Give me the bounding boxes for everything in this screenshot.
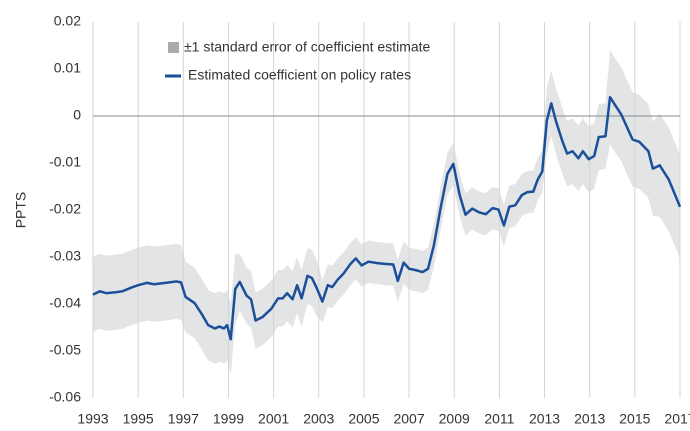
- error-band: [93, 50, 680, 375]
- x-tick-label: 1999: [213, 411, 244, 427]
- legend-label: Estimated coefficient on policy rates: [188, 67, 411, 83]
- y-tick-label: -0.02: [49, 201, 81, 217]
- x-tick-label: 2003: [303, 411, 334, 427]
- y-tick-label: -0.06: [49, 389, 81, 405]
- x-tick-label: 1993: [77, 411, 108, 427]
- x-tick-label: 2017: [664, 411, 690, 427]
- legend-swatch: [168, 42, 179, 53]
- y-tick-label: -0.01: [49, 154, 81, 170]
- x-tick-label: 2013: [529, 411, 560, 427]
- y-tick-label: -0.05: [49, 342, 81, 358]
- x-tick-label: 1995: [123, 411, 154, 427]
- x-tick-label: 2015: [619, 411, 650, 427]
- y-tick-label: -0.04: [49, 295, 81, 311]
- x-tick-label: 1997: [168, 411, 199, 427]
- y-tick-label: 0.02: [54, 13, 81, 29]
- y-tick-label: 0: [73, 107, 81, 123]
- legend-label: ±1 standard error of coefficient estimat…: [184, 39, 431, 55]
- y-tick-label: -0.03: [49, 248, 81, 264]
- x-tick-label: 2009: [439, 411, 470, 427]
- x-tick-label: 2001: [258, 411, 289, 427]
- x-tick-label: 2011: [484, 411, 514, 427]
- x-tick-label: 2007: [393, 411, 424, 427]
- series-line: [92, 95, 682, 341]
- x-tick-label: 2013: [574, 411, 605, 427]
- y-axis-label: PPTS: [13, 192, 29, 229]
- x-tick-label: 2005: [348, 411, 379, 427]
- y-tick-label: 0.01: [54, 60, 81, 76]
